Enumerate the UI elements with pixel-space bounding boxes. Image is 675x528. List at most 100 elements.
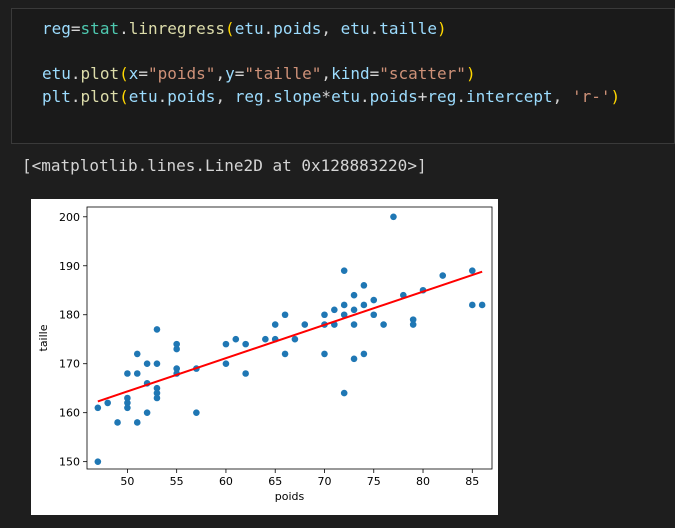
code-token: . [157,86,168,106]
scatter-point [350,355,358,363]
x-tick-label: 55 [170,475,184,488]
scatter-point [360,301,368,309]
scatter-point [321,350,328,358]
scatter-point [281,350,289,358]
code-token: x [128,64,139,83]
scatter-point [153,384,161,392]
x-tick-label: 70 [317,475,331,488]
code-token: , [215,86,235,106]
code-token: reg [427,86,457,106]
y-axis-label: taille [37,324,50,351]
code-token: poids [167,86,216,106]
scatter-point [370,311,378,319]
code-token: intercept [465,86,553,106]
scatter-point [242,340,249,348]
scatter-point [153,389,161,397]
code-token: + [417,86,428,106]
scatter-point [153,326,161,333]
scatter-point [340,389,348,397]
scatter-point [468,267,476,274]
scatter-point [331,306,338,314]
code-token: . [119,19,129,38]
code-token: ) [610,86,621,106]
code-line: reg=stat.linregress(etu.poids, etu.taill… [42,18,620,41]
code-token: ( [119,64,129,83]
scatter-point [133,350,141,358]
code-token: "poids" [148,64,216,83]
code-cell[interactable] [11,8,675,144]
code-editor[interactable]: reg=stat.linregress(etu.poids, etu.taill… [42,18,620,108]
code-token: , [552,86,572,106]
x-tick-label: 85 [465,475,479,488]
code-token: = [70,19,81,38]
scatter-point [133,370,141,377]
code-token: etu [331,86,360,106]
scatter-point [439,272,447,279]
code-token: , [321,19,341,38]
code-token: plot [80,64,120,83]
x-tick-label: 80 [416,475,430,488]
scatter-point [124,370,131,377]
code-token: slope [273,86,322,106]
code-token: , [215,64,226,83]
scatter-point [478,301,486,309]
scatter-point [94,404,102,412]
code-token: = [234,64,245,83]
scatter-point [350,291,358,299]
scatter-point [114,419,121,426]
x-tick-label: 60 [219,475,233,488]
x-tick-label: 50 [120,475,134,488]
scatter-point [222,340,230,348]
code-token: . [263,19,274,38]
y-tick-label: 150 [59,456,80,469]
scatter-point [124,404,131,412]
code-token: = [138,64,148,83]
code-token: ) [465,64,476,83]
code-token: 'r-' [571,86,611,106]
code-token: . [359,86,370,106]
scatter-point [173,365,180,372]
scatter-point [340,311,348,319]
output-text: [<matplotlib.lines.Line2D at 0x128883220… [22,156,427,175]
code-token: . [70,86,81,106]
y-tick-label: 160 [59,407,80,420]
plot-frame [86,206,493,470]
scatter-point [94,458,102,465]
code-token: plt [42,86,71,106]
code-token: reg [42,19,71,38]
code-token: "scatter" [379,64,466,83]
scatter-point [242,370,249,377]
regression-line [97,270,483,403]
y-tick-label: 200 [59,211,80,224]
scatter-point [153,360,161,368]
scatter-point [340,267,348,274]
x-tick-label: 75 [367,475,381,488]
scatter-point [350,321,358,328]
code-token: etu [42,64,71,83]
scatter-point [291,335,299,343]
scatter-point [409,321,417,328]
scatter-point [153,394,161,402]
code-token: . [263,86,274,106]
code-token: = [369,64,380,83]
code-token: plot [80,86,120,106]
code-token: reg [234,86,264,106]
scatter-point [173,340,180,348]
code-token: linregress [128,19,226,38]
scatter-point [124,394,131,402]
scatter-point [133,419,141,426]
scatter-point [271,321,279,328]
code-line: plt.plot(etu.poids, reg.slope*etu.poids+… [42,86,620,109]
code-token: ( [225,19,235,38]
scatter-point [193,409,200,416]
y-tick-label: 190 [59,260,80,273]
scatter-point [222,360,230,368]
scatter-point [173,345,180,353]
scatter-point [350,306,358,314]
scatter-point [370,296,378,304]
scatter-point [360,282,368,289]
scatter-plot: 50 55 60 65 70 75 80 85 150 160 170 180 190 200 poids t… [37,206,493,503]
scatter-point [340,301,348,309]
scatter-point [262,335,269,343]
code-line: etu.plot(x="poids",y="taille",kind="scat… [42,63,620,86]
